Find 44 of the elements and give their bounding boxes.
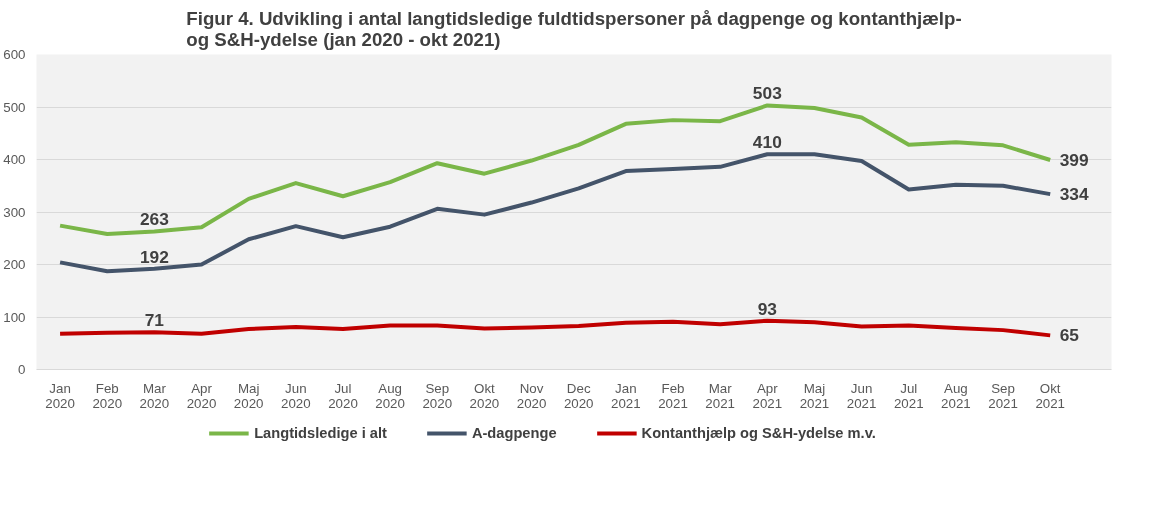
data-label: 263: [139, 209, 170, 230]
x-tick-label: Feb 2021: [658, 380, 688, 411]
x-tick-label: Feb 2020: [92, 380, 123, 411]
legend-label: A-dagpenge: [471, 425, 557, 441]
x-tick-label: Jul 2020: [328, 380, 358, 411]
x-tick-label: Jul 2021: [893, 380, 924, 411]
legend-label: Langtidsledige i alt: [254, 425, 387, 441]
data-label: 93: [757, 298, 778, 319]
y-tick-label: 400: [3, 152, 26, 167]
x-tick-label: Aug 2021: [941, 380, 971, 411]
x-tick-label: Mar 2020: [139, 380, 170, 411]
line-series: [58, 103, 1053, 237]
y-tick-label: 300: [3, 204, 26, 220]
x-tick-label: Sep 2021: [988, 380, 1018, 411]
data-label: 65: [1059, 325, 1080, 346]
x-tick-label: Dec 2020: [563, 380, 594, 411]
x-tick-label: Jan 2021: [611, 380, 641, 411]
x-tick-label: Okt 2020: [469, 380, 500, 411]
x-tick-label: Aug 2020: [375, 380, 405, 411]
x-tick-label: Maj 2020: [233, 380, 264, 411]
x-tick-label: Sep 2020: [422, 380, 453, 411]
chart-title: Figur 4. Udvikling i antal langtidsledige fuldtidspersoner på dagpenge og kontanthjælp- og S&H-ydelse (jan 2020 - okt 2021): [186, 7, 962, 50]
data-label: 410: [752, 132, 782, 153]
x-tick-label: Mar 2021: [705, 380, 735, 411]
data-label: 503: [752, 83, 783, 104]
x-tick-label: Okt 2021: [1035, 380, 1066, 411]
line-series: [58, 152, 1053, 274]
y-tick-label: 0: [18, 362, 26, 377]
y-tick-label: 200: [3, 257, 26, 272]
x-tick-label: Apr 2020: [186, 380, 217, 411]
data-label: 399: [1059, 150, 1089, 171]
data-label: 334: [1059, 184, 1089, 205]
x-tick-label: Jan 2020: [45, 380, 75, 411]
y-tick-label: 100: [3, 309, 26, 325]
x-tick-label: Jun 2020: [281, 380, 311, 411]
x-tick-label: Nov 2020: [516, 380, 547, 411]
data-label: 71: [144, 310, 165, 331]
data-label: 192: [139, 246, 169, 267]
y-tick-label: 500: [3, 99, 26, 115]
x-tick-label: Maj 2021: [799, 380, 830, 411]
y-tick-label: 600: [3, 47, 26, 62]
legend-label: Kontanthjælp og S&H-ydelse m.v.: [641, 425, 876, 441]
x-tick-label: Apr 2021: [752, 380, 783, 411]
x-tick-label: Jun 2021: [846, 380, 877, 411]
